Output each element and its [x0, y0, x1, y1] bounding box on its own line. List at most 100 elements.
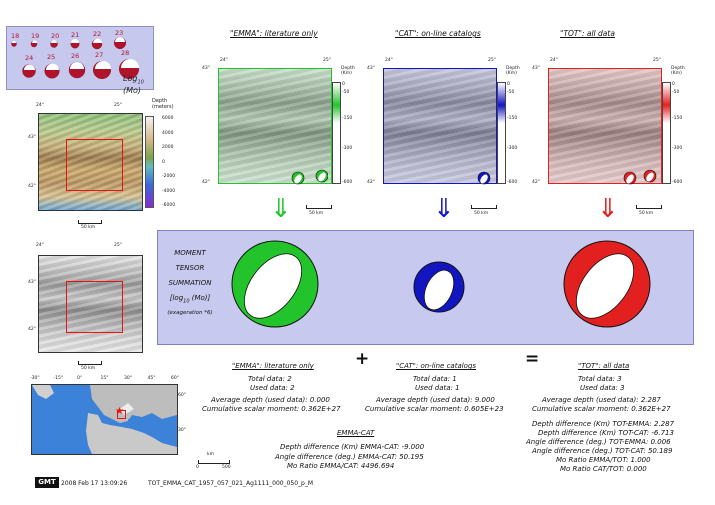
- world-lon-label: 45°: [147, 376, 156, 381]
- tot-angle-diff-cat: Angle difference (deg.) TOT-CAT: 50.189: [532, 447, 673, 455]
- panel-colorbar-title: Depth (Km): [341, 66, 355, 76]
- panel-title: "EMMA": literature only: [230, 29, 318, 38]
- world-scale-unit: km: [207, 452, 214, 457]
- depth-colorbar-tick: 4000: [162, 130, 174, 136]
- panel-lat-bottom: 42°: [202, 180, 210, 185]
- tot-used: Used data: 3: [580, 384, 625, 392]
- topo-lon-left: 24°: [36, 103, 44, 108]
- panel-colorbar-tick: 0: [507, 82, 510, 87]
- gray-lon-left: 24°: [36, 243, 44, 248]
- emma-total: Total data: 2: [248, 375, 292, 383]
- emma-cat-depth: Depth difference (Km) EMMA-CAT: -9.000: [280, 443, 425, 451]
- panel-lat-top: 43°: [532, 66, 540, 71]
- depth-colorbar-tick: 6000: [162, 116, 174, 121]
- panel-lon-right: 25°: [488, 58, 496, 63]
- footer-date: 2008 Feb 17 13:09:26: [61, 480, 128, 487]
- beachball-cat: [413, 261, 465, 313]
- plus-operator: +: [355, 349, 370, 369]
- panel-colorbar-tick: -150: [342, 116, 353, 121]
- footer-filename: TOT_EMMA_CAT_1957_057_021_Ag1111_000_050…: [148, 480, 314, 487]
- topo-lat-bottom: 42°: [28, 184, 36, 189]
- topo-map: [38, 113, 143, 211]
- world-scale-0: 0: [196, 465, 199, 470]
- world-scale-500: 500: [222, 465, 231, 470]
- panel-lat-top: 43°: [202, 66, 210, 71]
- panel-lon-left: 24°: [220, 58, 228, 63]
- panel-scale-bar: [471, 205, 497, 209]
- cat-avg-depth: Average depth (used data): 9.000: [376, 396, 495, 404]
- tot-total: Total data: 3: [578, 375, 622, 383]
- world-land: [32, 385, 177, 454]
- panel-beachballs: [623, 169, 657, 185]
- emma-cat-ratio: Mo Ratio EMMA/CAT: 4496.694: [287, 462, 395, 470]
- world-lat-60: 60°: [178, 393, 186, 398]
- world-lon-label: 30°: [124, 376, 132, 381]
- panel-lon-right: 25°: [653, 58, 661, 63]
- panel-map: [548, 68, 662, 184]
- gmt-logo: GMT: [35, 477, 59, 488]
- tot-avg-depth: Average depth (used data): 2.287: [542, 396, 661, 404]
- emma-stats-title: "EMMA": literature only: [232, 362, 314, 370]
- depth-colorbar-tick: 0: [162, 159, 165, 165]
- cat-total: Total data: 1: [413, 375, 457, 383]
- legend-mag-20: 20: [51, 32, 60, 40]
- panel-colorbar-tick: 0: [672, 82, 675, 87]
- world-scale-bar: [198, 460, 230, 464]
- topo-scale-label: 50 km: [81, 225, 96, 230]
- arrow-down-tot-icon: ⇓: [597, 194, 619, 224]
- tot-stats-title: "TOT": all data: [578, 362, 630, 370]
- panel-lat-bottom: 42°: [367, 180, 375, 185]
- panel-lon-left: 24°: [385, 58, 393, 63]
- panel-beachball-white: [294, 174, 302, 184]
- legend-mag-21: 21: [71, 31, 80, 39]
- legend-mag-26: 26: [71, 52, 80, 60]
- legend-mag-25: 25: [47, 53, 56, 61]
- panel-beachball-white: [480, 174, 488, 184]
- magnitude-legend: 18 19 20 21 22 23 24 25 26 27 28: [6, 26, 154, 95]
- gray-scale-bar: [78, 361, 102, 365]
- panel-beachball-white: [646, 172, 654, 182]
- world-lon-label: 15°: [100, 376, 109, 381]
- panel-lon-right: 25°: [323, 58, 331, 63]
- depth-colorbar-tick: 2000: [162, 145, 174, 150]
- summation-line3: SUMMATION: [168, 279, 212, 287]
- gray-lat-bottom: 42°: [28, 327, 36, 332]
- topo-lat-top: 43°: [28, 135, 36, 140]
- depth-colorbar-tick: -2000: [162, 174, 176, 179]
- topo-lon-right: 25°: [114, 103, 122, 108]
- world-lon-label: -15°: [53, 376, 64, 381]
- summation-line5: (exageration *6): [167, 310, 213, 316]
- panel-colorbar-title: Depth (Km): [671, 66, 685, 76]
- panel-colorbar-tick: -50: [672, 90, 680, 95]
- cat-moment: Cumulative scalar moment: 0.605E+23: [365, 405, 504, 413]
- panel-colorbar-tick: -150: [672, 116, 683, 121]
- tot-angle-diff-emma: Angle difference (deg.) TOT-EMMA: 0.006: [526, 438, 671, 446]
- emma-moment: Cumulative scalar moment: 0.362E+27: [202, 405, 341, 413]
- panel-colorbar-tick: -300: [507, 146, 518, 151]
- gray-lat-top: 43°: [28, 280, 36, 285]
- panel-beachball-white: [318, 172, 326, 182]
- summation-line4: [log10 (Mo)]: [169, 294, 211, 305]
- cat-used: Used data: 1: [415, 384, 460, 392]
- legend-mag-24: 24: [25, 54, 34, 62]
- summation-line2: TENSOR: [175, 264, 205, 272]
- tot-moment: Cumulative scalar moment: 0.362E+27: [532, 405, 671, 413]
- panel-colorbar-tick: -600: [672, 180, 683, 185]
- legend-mag-19: 19: [31, 32, 40, 40]
- panel-colorbar-tick: -150: [507, 116, 518, 121]
- legend-title: Log10 (Mo): [123, 74, 144, 95]
- beachball-tot: [563, 240, 651, 328]
- panel-depth-colorbar: [332, 82, 341, 184]
- panel-scale-label: 50 km: [639, 211, 654, 216]
- beachball-emma: [231, 240, 319, 328]
- legend-mag-22: 22: [93, 30, 102, 38]
- arrow-down-emma-icon: ⇓: [270, 194, 292, 224]
- gray-map: [38, 255, 143, 353]
- cat-stats-title: "CAT": on-line catalogs: [396, 362, 477, 370]
- panel-title: "TOT": all data: [560, 29, 615, 38]
- panel-map: [218, 68, 332, 184]
- tot-mo-ratio-emma: Mo Ratio EMMA/TOT: 1.000: [556, 456, 651, 464]
- depth-colorbar: [145, 116, 154, 208]
- emma-used: Used data: 2: [250, 384, 295, 392]
